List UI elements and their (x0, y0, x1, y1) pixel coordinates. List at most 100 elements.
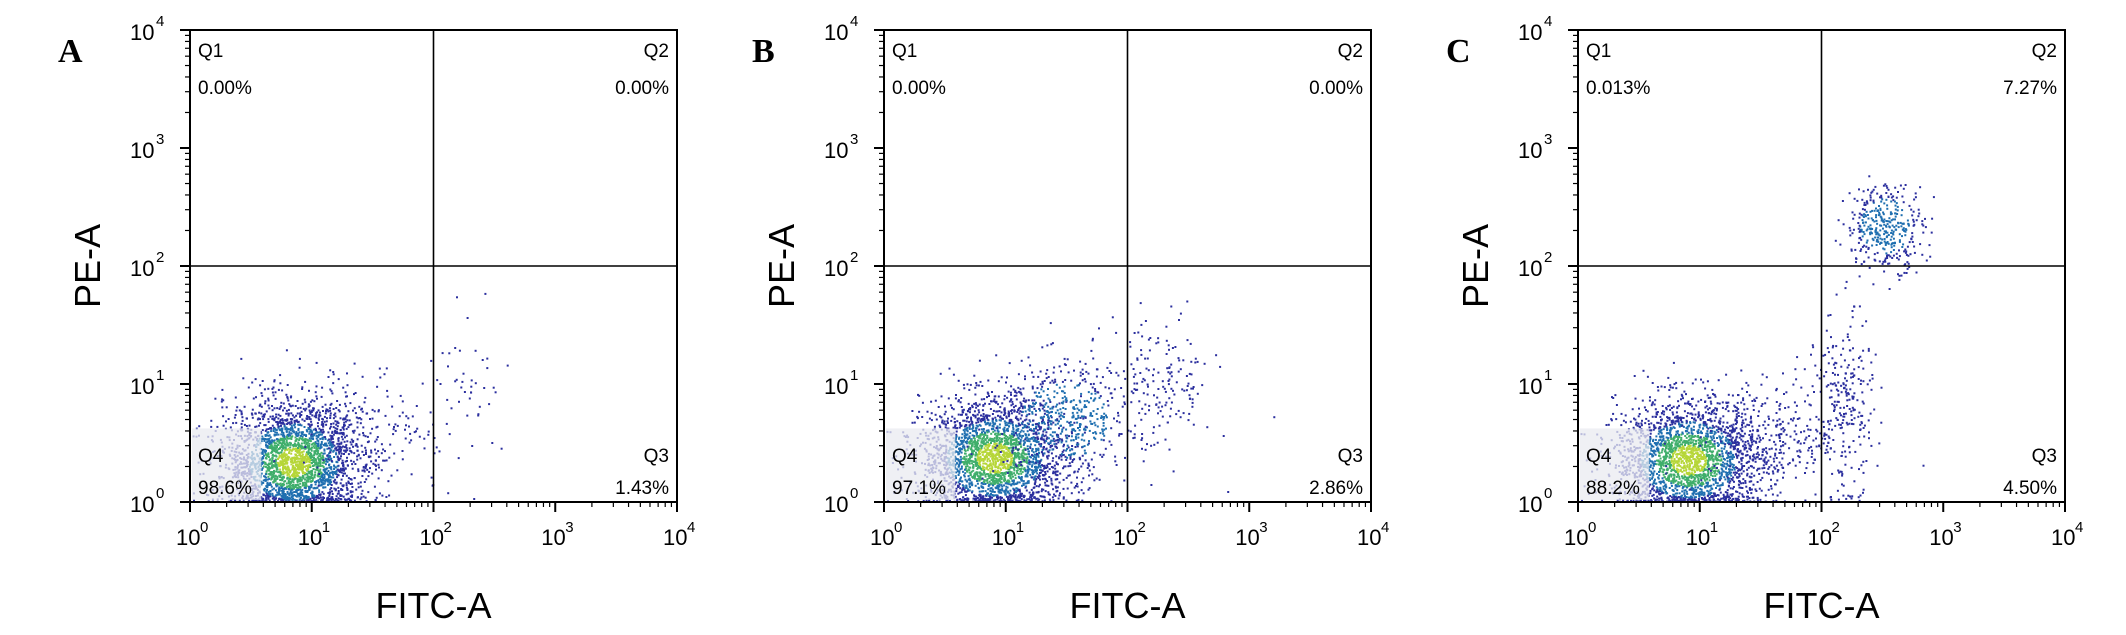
event-point (283, 423, 286, 426)
event-point (1012, 457, 1014, 460)
event-point (1046, 455, 1049, 458)
event-point (268, 437, 271, 440)
event-point (1010, 432, 1013, 435)
event-point (955, 430, 958, 433)
event-point (981, 385, 984, 387)
event-point (988, 480, 991, 483)
event-point (982, 442, 985, 445)
event-point (297, 494, 300, 497)
event-point (265, 491, 268, 494)
event-point (321, 491, 324, 494)
event-point (1040, 438, 1043, 441)
event-point (974, 457, 977, 460)
event-point (1027, 423, 1030, 426)
event-point (308, 389, 310, 392)
event-point (994, 454, 997, 457)
event-point (317, 471, 320, 474)
event-point (350, 450, 353, 453)
event-point (982, 413, 985, 415)
event-point (1030, 499, 1033, 502)
event-point (1007, 464, 1010, 467)
event-point (990, 442, 992, 444)
quadrant-q1-value: 0.00% (198, 78, 252, 99)
event-point (332, 373, 335, 376)
event-point (229, 499, 232, 502)
event-point (337, 459, 340, 462)
event-point (267, 464, 269, 466)
event-point (1070, 492, 1073, 495)
event-point (1034, 413, 1037, 416)
event-point (987, 430, 990, 433)
event-point (306, 429, 309, 432)
event-point (309, 428, 312, 431)
event-point (987, 379, 990, 382)
event-point (276, 440, 279, 443)
event-point (998, 464, 1001, 467)
event-point (235, 409, 238, 412)
event-point (1013, 490, 1016, 493)
event-point (271, 387, 274, 390)
event-point (311, 446, 313, 449)
event-point (265, 428, 268, 431)
event-point (296, 480, 299, 482)
event-point (969, 408, 972, 411)
event-point (286, 496, 289, 499)
event-point (353, 477, 356, 479)
event-point (260, 483, 263, 486)
event-point (336, 420, 339, 423)
event-point (315, 445, 318, 448)
event-point (1005, 462, 1008, 465)
event-point (269, 482, 272, 485)
event-point (992, 490, 995, 493)
event-point (300, 447, 303, 450)
event-point (978, 359, 981, 362)
event-point (290, 412, 293, 415)
event-point (350, 499, 353, 502)
event-point (978, 453, 980, 456)
event-point (396, 424, 399, 427)
event-point (309, 477, 311, 480)
event-point (281, 476, 283, 479)
event-point (1036, 497, 1039, 500)
event-point (295, 477, 298, 480)
event-point (385, 459, 388, 462)
event-point (1005, 451, 1008, 454)
event-point (298, 486, 301, 488)
event-point (313, 457, 315, 459)
event-point (308, 488, 311, 491)
event-point (431, 484, 434, 487)
event-point (283, 446, 286, 449)
event-point (330, 460, 333, 462)
event-point (326, 480, 329, 483)
event-point (1013, 455, 1016, 458)
event-point (361, 450, 364, 453)
event-point (341, 489, 344, 491)
event-point (413, 431, 416, 434)
event-point (1047, 454, 1050, 457)
event-point (1058, 427, 1060, 430)
event-point (965, 436, 968, 439)
event-point (259, 418, 261, 421)
event-point (1057, 434, 1060, 437)
event-point (1007, 498, 1010, 501)
event-point (326, 454, 329, 457)
event-point (401, 411, 404, 414)
event-point (308, 458, 311, 461)
event-point (334, 412, 337, 415)
event-point (963, 488, 966, 491)
event-point (276, 461, 279, 464)
event-point (267, 497, 270, 500)
event-point (296, 478, 299, 481)
event-point (990, 450, 993, 453)
event-point (989, 450, 992, 453)
event-point (345, 474, 348, 477)
event-point (911, 410, 914, 412)
event-point (323, 477, 326, 479)
event-point (980, 490, 983, 493)
event-point (275, 429, 278, 431)
event-point (960, 451, 963, 454)
event-point (240, 422, 243, 425)
event-point (363, 469, 366, 472)
event-point (1017, 422, 1020, 425)
event-point (1033, 496, 1036, 499)
